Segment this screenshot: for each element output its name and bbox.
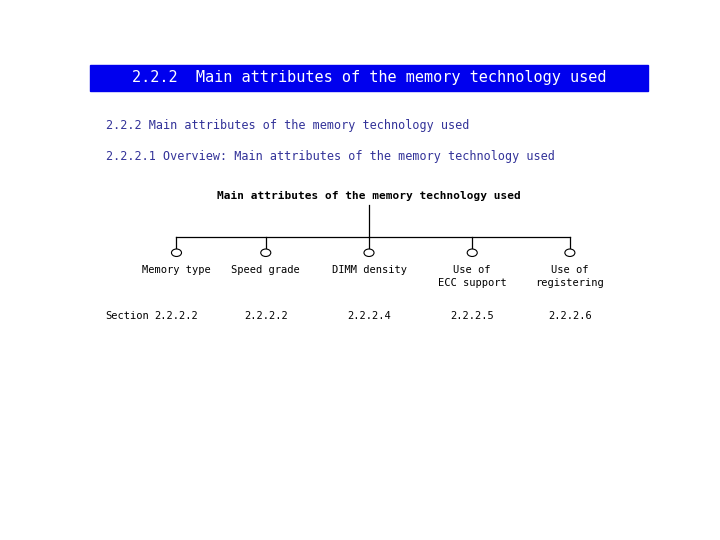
Circle shape	[171, 249, 181, 256]
Text: 2.2.2.2: 2.2.2.2	[155, 312, 199, 321]
Text: 2.2.2.2: 2.2.2.2	[244, 312, 288, 321]
Text: 2.2.2 Main attributes of the memory technology used: 2.2.2 Main attributes of the memory tech…	[106, 119, 469, 132]
Text: Main attributes of the memory technology used: Main attributes of the memory technology…	[217, 191, 521, 201]
FancyBboxPatch shape	[90, 65, 648, 91]
Text: 2.2.2  Main attributes of the memory technology used: 2.2.2 Main attributes of the memory tech…	[132, 70, 606, 85]
Circle shape	[261, 249, 271, 256]
Circle shape	[364, 249, 374, 256]
Text: Memory type: Memory type	[142, 265, 211, 275]
Text: 2.2.2.4: 2.2.2.4	[347, 312, 391, 321]
Text: Use of
registering: Use of registering	[536, 265, 604, 288]
Circle shape	[565, 249, 575, 256]
Text: Use of
ECC support: Use of ECC support	[438, 265, 507, 288]
Text: Speed grade: Speed grade	[231, 265, 300, 275]
Text: 2.2.2.5: 2.2.2.5	[450, 312, 494, 321]
Text: Section: Section	[106, 312, 149, 321]
Text: 2.2.2.6: 2.2.2.6	[548, 312, 592, 321]
Circle shape	[467, 249, 477, 256]
Text: 2.2.2.1 Overview: Main attributes of the memory technology used: 2.2.2.1 Overview: Main attributes of the…	[106, 150, 554, 163]
Text: DIMM density: DIMM density	[331, 265, 407, 275]
